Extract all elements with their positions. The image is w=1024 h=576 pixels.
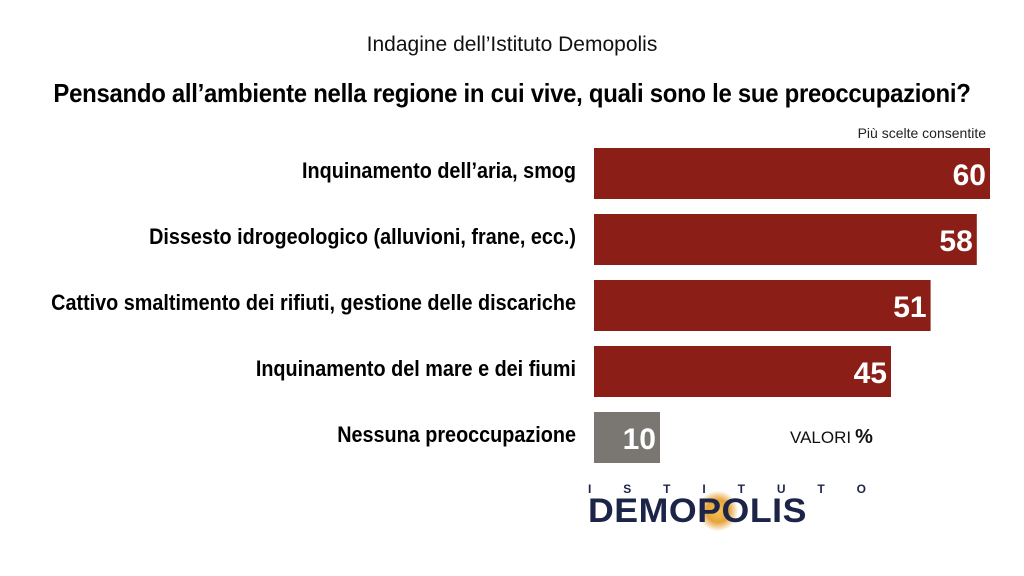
logo-letter: T: [737, 482, 745, 496]
category-label: Cattivo smaltimento dei rifiuti, gestion…: [51, 290, 576, 315]
bar: [594, 148, 990, 199]
value-label: 60: [953, 159, 986, 192]
value-label: 51: [893, 291, 926, 324]
category-label: Nessuna preoccupazione: [337, 422, 576, 447]
value-label: 58: [939, 225, 972, 258]
bar: [594, 346, 891, 397]
logo-letter: I: [588, 482, 592, 496]
category-label: Dissesto idrogeologico (alluvioni, frane…: [149, 224, 576, 249]
logo-letter: O: [856, 482, 866, 496]
logo-letter: S: [623, 482, 632, 496]
logo-glow: [698, 491, 738, 531]
chart-title: Pensando all’ambiente nella regione in c…: [53, 78, 971, 108]
category-label: Inquinamento del mare e dei fiumi: [256, 356, 576, 381]
bar: [594, 280, 931, 331]
logo-demopolis: DEMOPOLIS: [588, 492, 807, 530]
valori-text: VALORI: [790, 428, 852, 447]
valori-percent: %: [855, 426, 873, 448]
bar: [594, 412, 660, 463]
chart-subtitle: Indagine dell’Istituto Demopolis: [366, 33, 658, 56]
category-label: Inquinamento dell’aria, smog: [302, 158, 576, 183]
logo-letter: U: [776, 482, 786, 496]
multiple-choice-note: Più scelte consentite: [857, 125, 986, 141]
values-unit-label: VALORI%: [790, 426, 873, 449]
logo-letter: I: [702, 482, 706, 496]
value-label: 45: [854, 357, 887, 390]
value-label: 10: [623, 423, 656, 456]
logo-letter: T: [663, 482, 671, 496]
bar: [594, 214, 977, 265]
logo-letter: T: [817, 482, 825, 496]
demopolis-logo: I S T I T U T O DEMOPOLIS: [588, 483, 868, 533]
